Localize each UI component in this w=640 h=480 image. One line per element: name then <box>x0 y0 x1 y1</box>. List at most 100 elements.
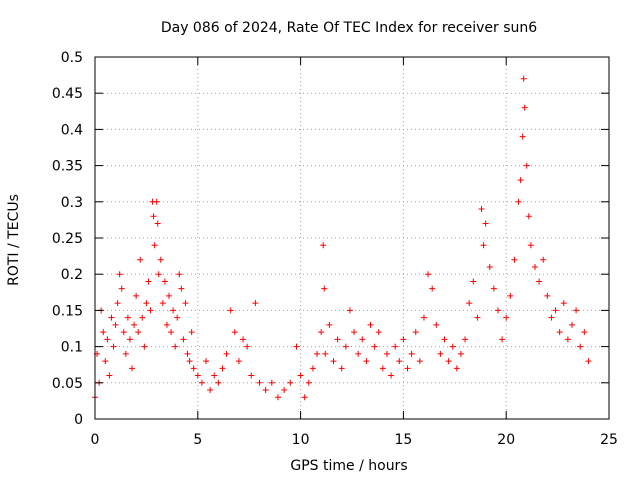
data-point <box>453 365 460 372</box>
data-point <box>154 220 161 227</box>
x-tick-label: 25 <box>600 432 618 448</box>
y-tick-label: 0.1 <box>61 340 83 356</box>
data-point <box>437 350 444 357</box>
chart-title: Day 086 of 2024, Rate Of TEC Index for r… <box>161 20 537 36</box>
data-point <box>203 358 210 365</box>
data-point <box>318 329 325 336</box>
data-point <box>133 292 140 299</box>
data-point <box>441 336 448 343</box>
data-point <box>540 256 547 263</box>
data-point <box>166 292 173 299</box>
y-tick-label: 0.4 <box>61 122 83 138</box>
data-point <box>256 379 263 386</box>
data-point <box>412 329 419 336</box>
data-point <box>494 307 501 314</box>
data-point <box>507 292 514 299</box>
data-point <box>581 329 588 336</box>
data-point <box>274 394 281 401</box>
data-point <box>499 336 506 343</box>
data-point <box>392 343 399 350</box>
data-point <box>182 300 189 307</box>
data-point <box>367 321 374 328</box>
x-tick-label: 20 <box>497 432 515 448</box>
data-point <box>155 271 162 278</box>
data-point <box>141 343 148 350</box>
data-point <box>404 365 411 372</box>
data-point <box>585 358 592 365</box>
data-point <box>184 350 191 357</box>
data-point <box>287 379 294 386</box>
y-tick-label: 0.25 <box>52 231 83 247</box>
data-point <box>445 358 452 365</box>
data-point <box>110 343 117 350</box>
data-point <box>114 300 121 307</box>
data-point <box>478 206 485 213</box>
x-axis-label: GPS time / hours <box>290 458 407 474</box>
data-point <box>104 336 111 343</box>
data-point <box>143 300 150 307</box>
data-point <box>527 242 534 249</box>
data-point <box>172 343 179 350</box>
data-point <box>480 242 487 249</box>
data-point <box>548 314 555 321</box>
data-point <box>556 329 563 336</box>
data-point <box>211 372 218 379</box>
data-point <box>219 365 226 372</box>
data-point <box>517 177 524 184</box>
data-point <box>552 307 559 314</box>
data-point <box>388 372 395 379</box>
data-point <box>536 278 543 285</box>
data-point <box>178 285 185 292</box>
data-point <box>314 350 321 357</box>
data-point <box>108 314 115 321</box>
data-point <box>100 329 107 336</box>
data-point <box>223 350 230 357</box>
data-point <box>342 343 349 350</box>
data-point <box>297 372 304 379</box>
data-point <box>215 379 222 386</box>
data-point <box>363 358 370 365</box>
data-point <box>503 314 510 321</box>
data-point <box>102 358 109 365</box>
data-point <box>305 379 312 386</box>
data-point <box>568 321 575 328</box>
data-point <box>301 394 308 401</box>
y-tick-label: 0.15 <box>52 303 83 319</box>
data-point <box>188 329 195 336</box>
data-point <box>525 213 532 220</box>
data-point <box>490 285 497 292</box>
data-point <box>322 350 329 357</box>
data-point <box>131 321 138 328</box>
data-point <box>449 343 456 350</box>
data-point <box>482 220 489 227</box>
y-tick-label: 0.35 <box>52 159 83 175</box>
data-point <box>351 329 358 336</box>
data-point <box>268 379 275 386</box>
data-point <box>151 242 158 249</box>
x-tick-label: 10 <box>292 432 310 448</box>
data-point <box>190 365 197 372</box>
y-tick-label: 0.05 <box>52 376 83 392</box>
data-point <box>163 321 170 328</box>
data-point <box>180 336 187 343</box>
data-point <box>334 336 341 343</box>
data-point <box>244 343 251 350</box>
data-point <box>515 198 522 205</box>
data-point <box>129 365 136 372</box>
data-point <box>420 314 427 321</box>
data-point <box>150 213 157 220</box>
data-point <box>462 336 469 343</box>
data-point <box>416 358 423 365</box>
data-point <box>153 198 160 205</box>
data-point <box>544 292 551 299</box>
data-point <box>157 256 164 263</box>
data-point <box>145 278 152 285</box>
data-point <box>359 336 366 343</box>
data-point <box>135 329 142 336</box>
data-point <box>231 329 238 336</box>
data-point <box>198 379 205 386</box>
data-point <box>470 278 477 285</box>
data-point <box>486 263 493 270</box>
data-point <box>396 358 403 365</box>
